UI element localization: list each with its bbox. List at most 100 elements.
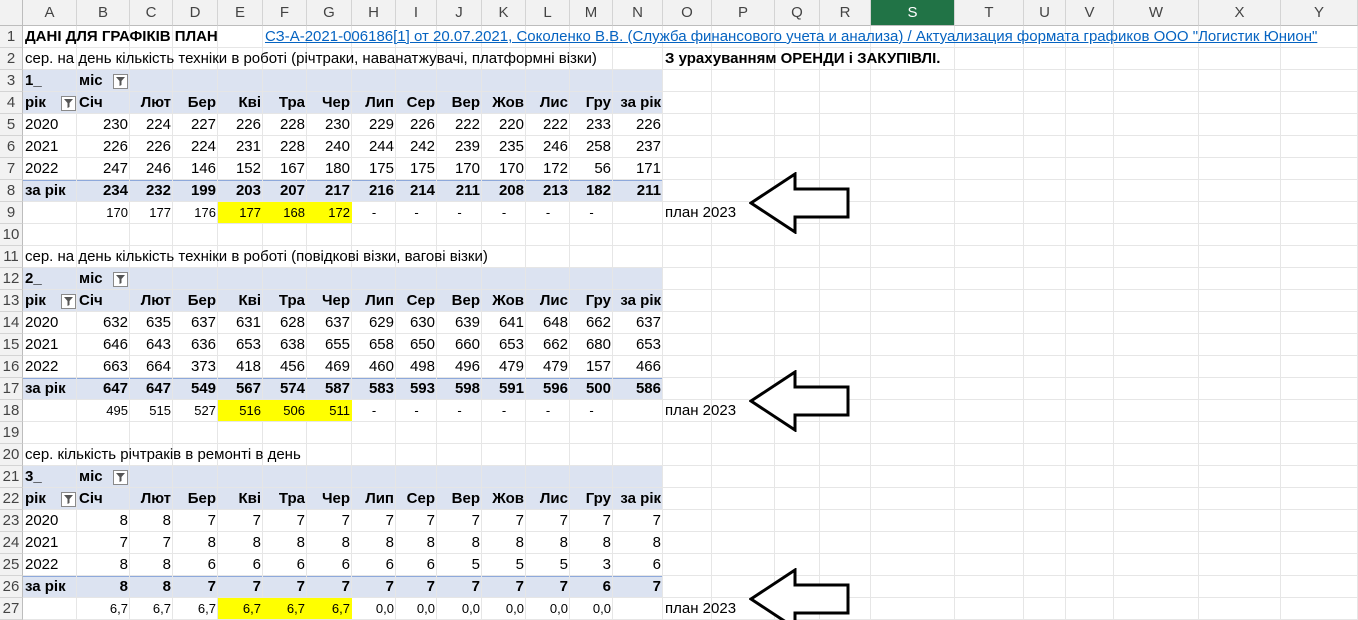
month-header[interactable]: Лип	[365, 292, 394, 309]
data-value[interactable]: 226	[235, 116, 261, 133]
total-value[interactable]: 7	[252, 578, 261, 595]
month-header[interactable]: Чер	[321, 490, 350, 507]
column-header-v[interactable]: V	[1066, 0, 1114, 26]
pivot-id[interactable]: 2_	[25, 270, 42, 287]
data-value[interactable]: 658	[368, 336, 394, 353]
total-value[interactable]: 6	[602, 578, 611, 595]
plan-value[interactable]: 168	[283, 205, 305, 220]
column-header-g[interactable]: G	[307, 0, 352, 26]
data-value[interactable]: 170	[498, 160, 524, 177]
sheet-title[interactable]: ДАНІ ДЛЯ ГРАФІКІВ ПЛАН	[25, 28, 218, 45]
data-value[interactable]: 631	[235, 314, 261, 331]
row-header-2[interactable]: 2	[0, 48, 23, 70]
total-value[interactable]: 7	[426, 578, 435, 595]
data-value[interactable]: 8	[296, 534, 305, 551]
plan-value[interactable]: 0,0	[549, 601, 568, 616]
month-header[interactable]: Лют	[140, 490, 171, 507]
month-header[interactable]: Лют	[140, 292, 171, 309]
plan-value[interactable]: -	[371, 205, 377, 220]
total-value[interactable]: 596	[542, 380, 568, 397]
plan-value[interactable]: 506	[283, 403, 305, 418]
table-caption[interactable]: сер. кількість річтраків в ремонті в ден…	[25, 446, 301, 463]
month-header[interactable]: Вер	[451, 490, 480, 507]
plan-value[interactable]: -	[589, 205, 594, 220]
month-header[interactable]: за рік	[620, 292, 661, 309]
total-value[interactable]: 213	[542, 182, 568, 199]
column-header-a[interactable]: A	[23, 0, 77, 26]
column-header-j[interactable]: J	[437, 0, 482, 26]
total-value[interactable]: 207	[279, 182, 305, 199]
row-header-18[interactable]: 18	[0, 400, 23, 422]
year-label[interactable]: 2022	[25, 556, 59, 573]
data-value[interactable]: 637	[635, 314, 661, 331]
total-value[interactable]: 567	[235, 380, 261, 397]
data-value[interactable]: 7	[426, 512, 435, 529]
column-header-h[interactable]: H	[352, 0, 396, 26]
data-value[interactable]: 242	[409, 138, 435, 155]
total-value[interactable]: 647	[102, 380, 128, 397]
data-value[interactable]: 635	[145, 314, 171, 331]
row-header-10[interactable]: 10	[0, 224, 23, 246]
month-header[interactable]: Гру	[585, 490, 611, 507]
month-header[interactable]: Сер	[406, 292, 435, 309]
total-value[interactable]: 214	[409, 182, 435, 199]
data-value[interactable]: 170	[454, 160, 480, 177]
row-header-23[interactable]: 23	[0, 510, 23, 532]
total-value[interactable]: 234	[102, 182, 128, 199]
column-header-b[interactable]: B	[77, 0, 130, 26]
year-label[interactable]: 2022	[25, 160, 59, 177]
data-value[interactable]: 8	[559, 534, 568, 551]
data-value[interactable]: 6	[426, 556, 435, 573]
month-header[interactable]: Тра	[278, 490, 305, 507]
pivot-id[interactable]: 1_	[25, 72, 42, 89]
row-header-6[interactable]: 6	[0, 136, 23, 158]
row-header-21[interactable]: 21	[0, 466, 23, 488]
month-header[interactable]: Сер	[406, 94, 435, 111]
data-value[interactable]: 662	[542, 336, 568, 353]
data-value[interactable]: 629	[368, 314, 394, 331]
total-label[interactable]: за рік	[25, 578, 66, 595]
total-value[interactable]: 591	[498, 380, 524, 397]
data-value[interactable]: 246	[145, 160, 171, 177]
table-caption[interactable]: сер. на день кількість техніки в роботі …	[25, 50, 597, 67]
month-header[interactable]: Бер	[187, 292, 216, 309]
data-value[interactable]: 6	[385, 556, 394, 573]
column-header-t[interactable]: T	[955, 0, 1024, 26]
plan-label[interactable]: план 2023	[665, 204, 737, 221]
row-field-label[interactable]: рік	[25, 292, 46, 309]
data-value[interactable]: 167	[279, 160, 305, 177]
total-label[interactable]: за рік	[25, 182, 66, 199]
total-value[interactable]: 182	[585, 182, 611, 199]
plan-value[interactable]: 6,7	[242, 601, 261, 616]
month-header[interactable]: Чер	[321, 94, 350, 111]
row-header-27[interactable]: 27	[0, 598, 23, 620]
month-header[interactable]: Кві	[238, 490, 261, 507]
column-header-d[interactable]: D	[173, 0, 218, 26]
data-value[interactable]: 247	[102, 160, 128, 177]
data-value[interactable]: 653	[235, 336, 261, 353]
month-header[interactable]: Лис	[539, 490, 568, 507]
data-value[interactable]: 7	[341, 512, 350, 529]
plan-value[interactable]: 172	[328, 205, 350, 220]
plan-value[interactable]: 6,7	[109, 601, 128, 616]
month-header[interactable]: Вер	[451, 94, 480, 111]
total-value[interactable]: 587	[324, 380, 350, 397]
data-value[interactable]: 664	[145, 358, 171, 375]
plan-value[interactable]: -	[501, 205, 507, 220]
data-value[interactable]: 157	[585, 358, 611, 375]
total-value[interactable]: 598	[454, 380, 480, 397]
total-value[interactable]: 7	[559, 578, 568, 595]
data-value[interactable]: 655	[324, 336, 350, 353]
row-header-4[interactable]: 4	[0, 92, 23, 114]
plan-value[interactable]: 0,0	[505, 601, 524, 616]
data-value[interactable]: 222	[454, 116, 480, 133]
total-value[interactable]: 574	[279, 380, 305, 397]
data-value[interactable]: 7	[119, 534, 128, 551]
data-value[interactable]: 220	[498, 116, 524, 133]
data-value[interactable]: 258	[585, 138, 611, 155]
column-header-l[interactable]: L	[526, 0, 570, 26]
data-value[interactable]: 8	[652, 534, 661, 551]
data-value[interactable]: 479	[542, 358, 568, 375]
select-all-corner[interactable]	[0, 0, 23, 26]
